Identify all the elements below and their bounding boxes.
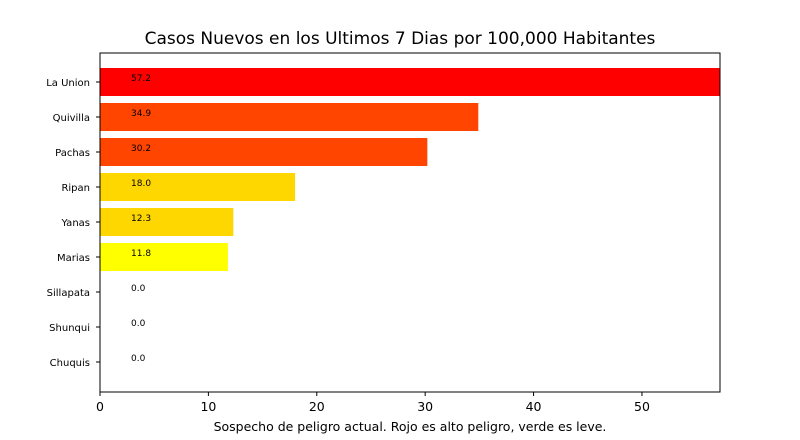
bar-la-union (100, 68, 720, 96)
data-label-ripan: 18.0 (131, 179, 151, 189)
category-label-la-union: La Union (46, 78, 90, 89)
data-label-la-union: 57.2 (131, 74, 151, 84)
bar-marias (100, 243, 228, 271)
bars-group (100, 68, 720, 271)
category-label-chuquis: Chuquis (50, 358, 90, 369)
data-label-chuquis: 0.0 (131, 354, 146, 364)
category-label-quivilla: Quivilla (53, 113, 90, 124)
plot-frame (99, 52, 721, 393)
bar-pachas (100, 138, 428, 166)
category-label-shunqui: Shunqui (49, 323, 90, 334)
x-tick-label: 30 (417, 399, 433, 414)
data-label-marias: 11.8 (131, 249, 151, 259)
x-tick-label: 10 (200, 399, 216, 414)
data-label-pachas: 30.2 (131, 144, 151, 154)
data-label-sillapata: 0.0 (131, 284, 146, 294)
category-label-marias: Marias (57, 253, 90, 264)
category-label-pachas: Pachas (55, 148, 90, 159)
bar-yanas (100, 208, 234, 236)
x-tick-label: 40 (526, 399, 542, 414)
x-tick-label: 0 (96, 399, 104, 414)
data-label-quivilla: 34.9 (131, 109, 151, 119)
category-labels: La Union Quivilla Pachas Ripan Yanas Marias Si… (46, 78, 100, 369)
category-label-yanas: Yanas (60, 218, 90, 229)
data-label-shunqui: 0.0 (131, 319, 146, 329)
x-axis-label: Sospecho de peligro actual. Rojo es alto… (214, 419, 607, 434)
data-labels: 57.2 34.9 30.2 18.0 12.3 11.8 0.0 0.0 0.0 (131, 74, 151, 364)
category-label-sillapata: Sillapata (47, 288, 90, 299)
bar-quivilla (100, 103, 479, 131)
data-label-yanas: 12.3 (131, 214, 151, 224)
x-tick-label: 20 (309, 399, 325, 414)
x-axis-ticks: 0 10 20 30 40 50 (96, 392, 650, 414)
bar-ripan (100, 173, 296, 201)
category-label-ripan: Ripan (61, 183, 90, 194)
chart-title: Casos Nuevos en los Ultimos 7 Dias por 1… (145, 29, 656, 49)
x-tick-label: 50 (634, 399, 650, 414)
